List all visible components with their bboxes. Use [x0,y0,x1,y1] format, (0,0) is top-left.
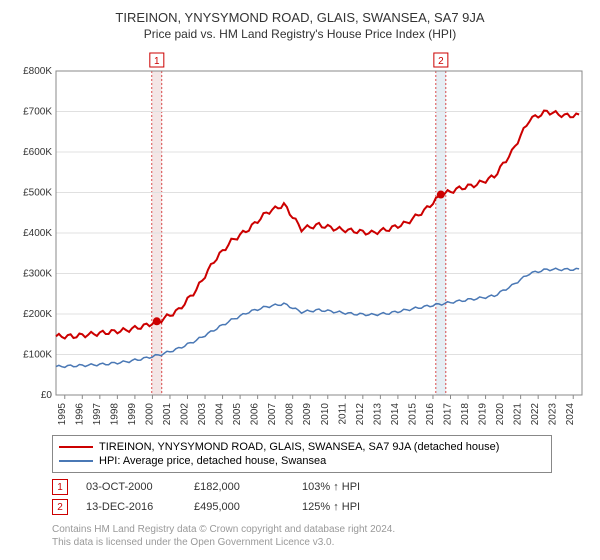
x-tick-label: 2000 [144,403,155,426]
y-tick-label: £400K [23,228,52,239]
x-tick-label: 2023 [548,403,559,426]
x-tick-label: 2024 [565,403,576,426]
x-tick-label: 2007 [267,403,278,426]
chart-area: 1 2 £0 £100K £200K £300K £400K £500K £600K £700K £… [10,49,590,429]
sale-pct: 125% ↑ HPI [302,501,392,513]
marker-badge-label: 1 [154,56,160,67]
x-tick-label: 1996 [74,403,85,426]
legend-swatch [59,446,93,448]
marker-badge-label: 2 [438,56,444,67]
sale-row: 1 03-OCT-2000 £182,000 103% ↑ HPI [52,479,590,495]
x-tick-label: 2021 [513,403,524,426]
sale-badge: 1 [52,479,68,495]
y-tick-label: £500K [23,188,52,199]
sale-price: £182,000 [194,481,284,493]
x-tick-label: 1995 [57,403,68,426]
y-tick-label: £100K [23,350,52,361]
x-tick-label: 2016 [425,403,436,426]
series-line-price_paid [56,111,579,339]
x-tick-label: 2019 [478,403,489,426]
sale-badge: 2 [52,499,68,515]
x-tick-label: 2014 [390,403,401,426]
x-tick-label: 2022 [530,403,541,426]
legend-swatch [59,460,93,462]
sale-row: 2 13-DEC-2016 £495,000 125% ↑ HPI [52,499,590,515]
sale-date: 03-OCT-2000 [86,481,176,493]
series-line-hpi [56,268,579,367]
x-tick-label: 1997 [92,403,103,426]
x-tick-label: 2008 [285,403,296,426]
x-tick-label: 2013 [372,403,383,426]
legend-label: HPI: Average price, detached house, Swan… [99,455,326,467]
x-tick-label: 2001 [162,403,173,426]
legend-label: TIREINON, YNYSYMOND ROAD, GLAIS, SWANSEA… [99,441,499,453]
chart-subtitle: Price paid vs. HM Land Registry's House … [10,27,590,41]
x-tick-label: 2018 [460,403,471,426]
x-tick-label: 2020 [495,403,506,426]
x-tick-label: 2009 [302,403,313,426]
sale-dot [153,317,161,325]
y-tick-label: £200K [23,309,52,320]
y-tick-label: £0 [41,390,53,401]
legend: TIREINON, YNYSYMOND ROAD, GLAIS, SWANSEA… [52,435,552,473]
footer-line: This data is licensed under the Open Gov… [52,536,590,549]
y-tick-label: £700K [23,107,52,118]
chart-title: TIREINON, YNYSYMOND ROAD, GLAIS, SWANSEA… [10,10,590,25]
footer-line: Contains HM Land Registry data © Crown c… [52,523,590,536]
footer-attribution: Contains HM Land Registry data © Crown c… [52,523,590,549]
x-tick-label: 2002 [180,403,191,426]
y-tick-label: £800K [23,66,52,77]
y-tick-label: £600K [23,147,52,158]
sale-dot [437,191,445,199]
sale-date: 13-DEC-2016 [86,501,176,513]
x-tick-label: 2017 [443,403,454,426]
sale-pct: 103% ↑ HPI [302,481,392,493]
x-tick-label: 2012 [355,403,366,426]
x-tick-label: 2004 [215,403,226,426]
x-tick-label: 2005 [232,403,243,426]
sales-list: 1 03-OCT-2000 £182,000 103% ↑ HPI 2 13-DEC-20… [52,479,590,515]
y-tick-label: £300K [23,269,52,280]
x-tick-label: 2006 [250,403,261,426]
legend-item: HPI: Average price, detached house, Swan… [59,454,545,468]
x-tick-label: 2011 [337,403,348,425]
x-tick-label: 2010 [320,403,331,426]
x-tick-label: 2003 [197,403,208,426]
legend-item: TIREINON, YNYSYMOND ROAD, GLAIS, SWANSEA… [59,440,545,454]
x-tick-label: 1999 [127,403,138,426]
x-tick-label: 2015 [407,403,418,426]
x-tick-label: 1998 [109,403,120,426]
sale-price: £495,000 [194,501,284,513]
